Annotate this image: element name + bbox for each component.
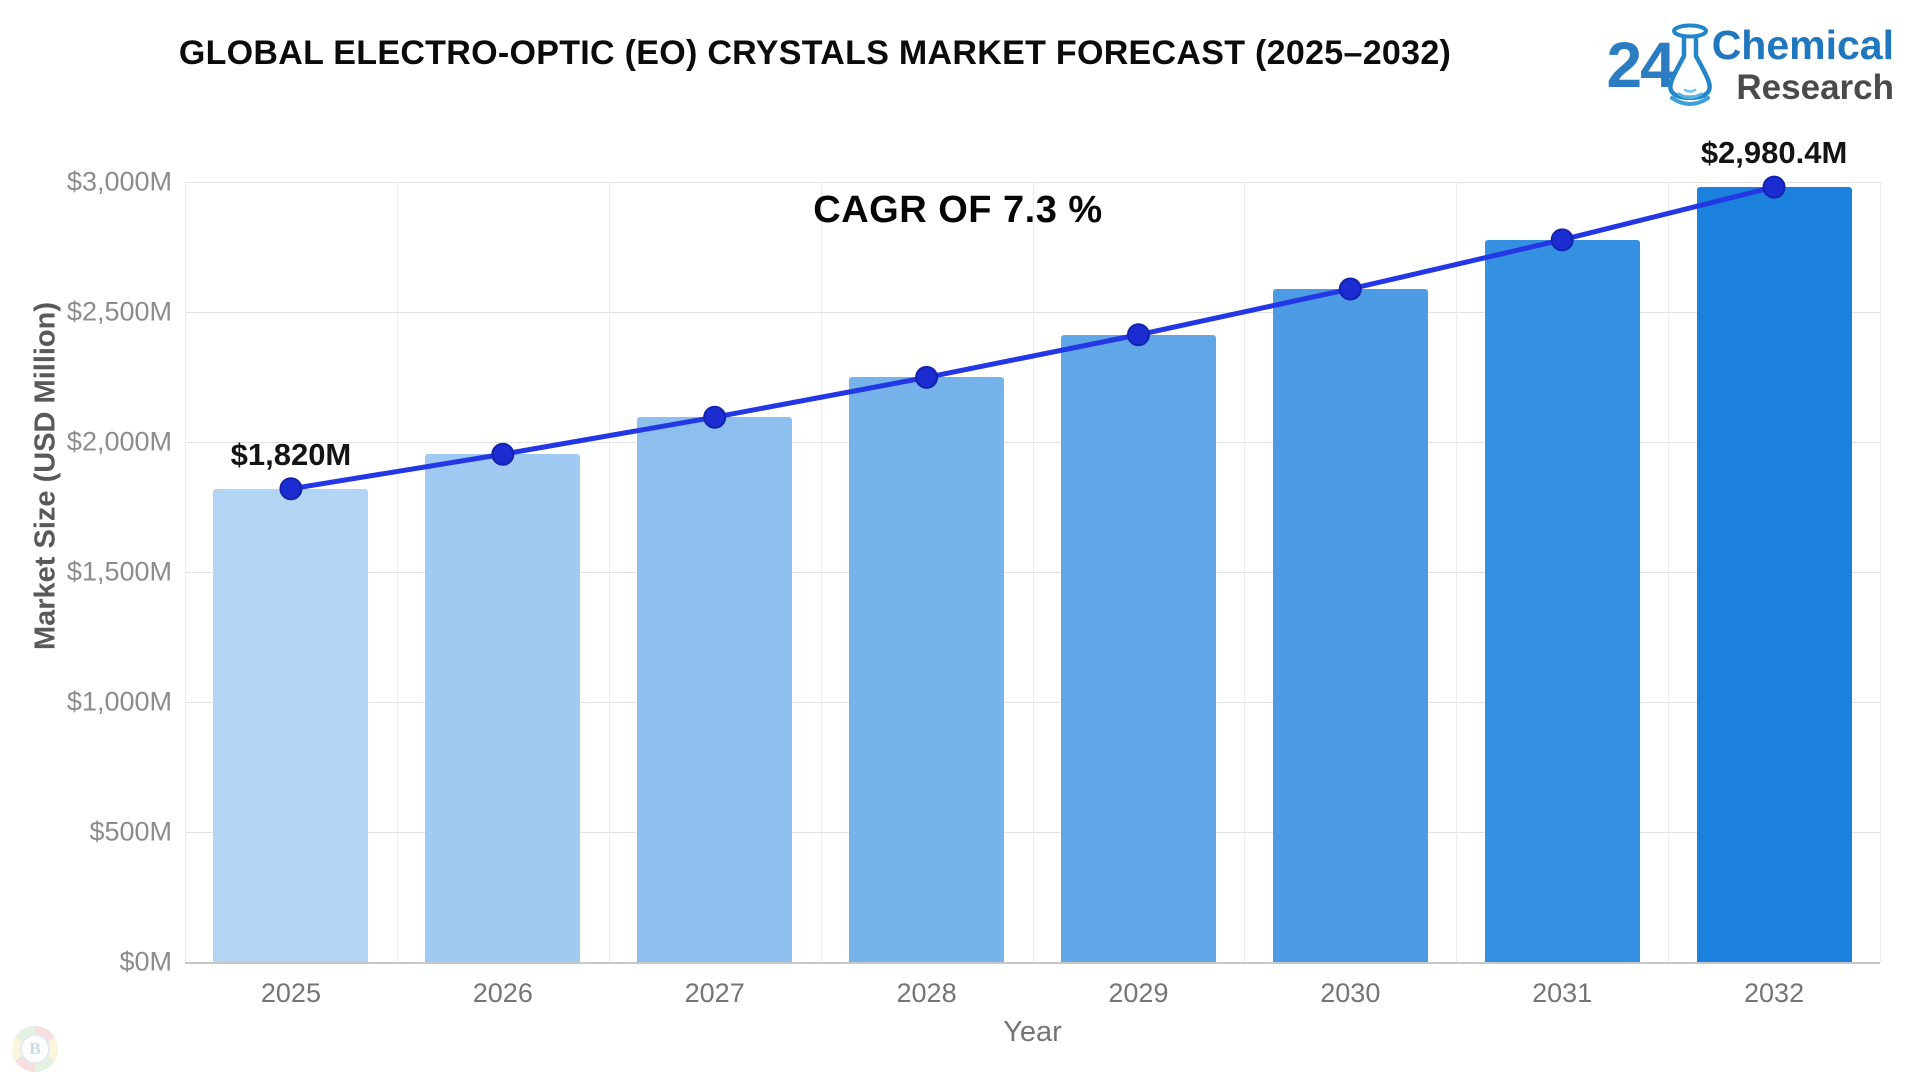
trend-marker-2030 xyxy=(1338,277,1362,301)
bar-2031 xyxy=(1484,239,1640,962)
chart-title: GLOBAL ELECTRO-OPTIC (EO) CRYSTALS MARKE… xyxy=(178,34,1452,72)
y-axis: $0M $500M $1,000M $1,500M $2,000M $2,500M $3,0… xyxy=(0,167,172,977)
data-label-2032: $2,980.4M xyxy=(1700,135,1848,171)
logo-number: 24 xyxy=(1606,28,1676,101)
x-tick-label: 2029 xyxy=(1108,978,1169,1008)
logo-word-research: Research xyxy=(1736,67,1894,107)
gridline-vertical xyxy=(820,182,822,962)
trend-marker-2032 xyxy=(1762,175,1786,199)
watermark-logo: B xyxy=(12,1026,58,1072)
x-tick-label: 2026 xyxy=(472,978,533,1008)
company-logo: 24 Chemical Research xyxy=(1606,18,1894,111)
trend-marker-2027 xyxy=(703,405,727,429)
trend-line xyxy=(288,184,1777,492)
trend-marker-2029 xyxy=(1126,323,1150,347)
y-tick-label: $2,000M xyxy=(66,426,172,457)
bar-2026 xyxy=(425,454,581,962)
trend-line-layer xyxy=(279,175,1786,501)
gridline-vertical xyxy=(1456,182,1458,962)
cagr-annotation: CAGR OF 7.3 % xyxy=(813,189,1103,231)
trend-marker-2028 xyxy=(915,365,939,389)
flask-icon xyxy=(1660,22,1718,115)
logo-word-chemical: Chemical xyxy=(1711,21,1894,68)
bar-2030 xyxy=(1272,288,1428,962)
bar-2027 xyxy=(637,417,793,962)
gridline-vertical xyxy=(608,182,610,962)
y-tick-label: $3,000M xyxy=(66,166,172,197)
x-axis-baseline xyxy=(185,962,1880,964)
bar-2028 xyxy=(849,377,1005,962)
y-tick-label: $2,500M xyxy=(66,296,172,327)
gridline-vertical xyxy=(396,182,398,962)
y-tick-label: $1,000M xyxy=(66,686,172,717)
x-tick-label: 2031 xyxy=(1532,978,1593,1008)
bar-2025 xyxy=(213,488,369,962)
x-tick-label: 2027 xyxy=(684,978,745,1008)
x-tick-label: 2028 xyxy=(896,978,957,1008)
gridline-vertical xyxy=(185,182,186,962)
trend-marker-2025 xyxy=(279,477,303,501)
x-tick-label: 2030 xyxy=(1320,978,1381,1008)
trend-marker-2031 xyxy=(1550,228,1574,252)
y-tick-label: $0M xyxy=(119,946,172,977)
gridline-vertical xyxy=(1880,182,1881,962)
bar-2032 xyxy=(1696,187,1852,962)
trend-marker-2026 xyxy=(491,442,515,466)
x-tick-label: 2032 xyxy=(1744,978,1805,1008)
plot-area xyxy=(185,175,1881,964)
logo-text: Chemical Research xyxy=(1711,21,1894,107)
gridline-vertical xyxy=(1244,182,1246,962)
x-axis-title: Year xyxy=(1003,1016,1062,1048)
gridline-vertical xyxy=(1668,182,1670,962)
y-tick-label: $500M xyxy=(89,816,172,847)
data-label-2025: $1,820M xyxy=(230,436,352,472)
watermark-letter: B xyxy=(20,1034,50,1064)
y-tick-label: $1,500M xyxy=(66,556,172,587)
gridline-vertical xyxy=(1032,182,1034,962)
bar-2029 xyxy=(1060,334,1216,962)
x-axis: 2025 2026 2027 2028 2029 2030 2031 2032 xyxy=(185,972,1880,1016)
x-tick-label: 2025 xyxy=(260,978,321,1008)
